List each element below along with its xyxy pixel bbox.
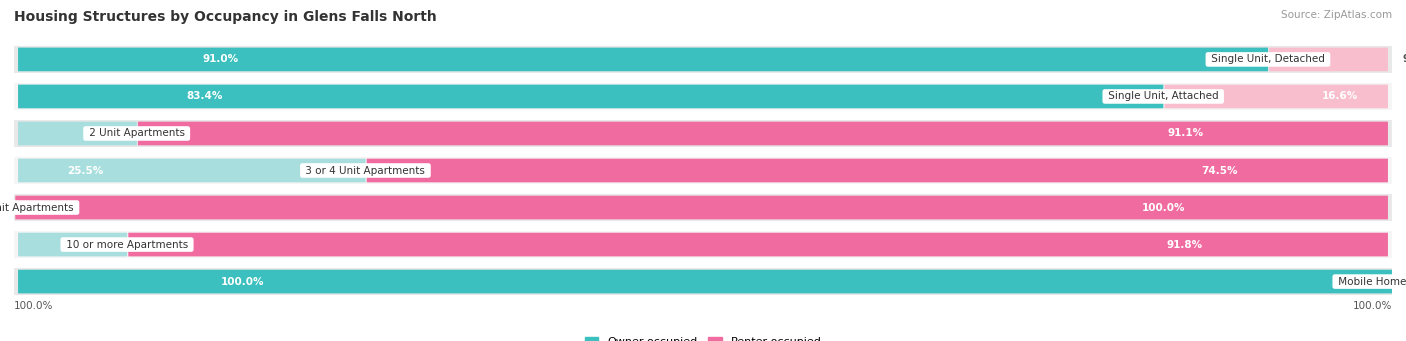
- Text: 8.2%: 8.2%: [87, 239, 117, 250]
- FancyBboxPatch shape: [14, 83, 1392, 110]
- FancyBboxPatch shape: [138, 122, 1388, 145]
- Text: 91.0%: 91.0%: [202, 55, 238, 64]
- FancyBboxPatch shape: [14, 120, 1392, 147]
- Text: 2 Unit Apartments: 2 Unit Apartments: [86, 129, 188, 138]
- FancyBboxPatch shape: [14, 194, 1392, 221]
- FancyBboxPatch shape: [14, 231, 1392, 258]
- FancyBboxPatch shape: [14, 157, 1392, 184]
- Text: 83.4%: 83.4%: [187, 91, 222, 102]
- Text: 8.9%: 8.9%: [97, 129, 125, 138]
- FancyBboxPatch shape: [18, 270, 1392, 293]
- Text: 10 or more Apartments: 10 or more Apartments: [63, 239, 191, 250]
- FancyBboxPatch shape: [14, 268, 1392, 295]
- FancyBboxPatch shape: [367, 159, 1388, 182]
- Text: 3 or 4 Unit Apartments: 3 or 4 Unit Apartments: [302, 165, 429, 176]
- Text: 74.5%: 74.5%: [1202, 165, 1237, 176]
- Text: 91.8%: 91.8%: [1166, 239, 1202, 250]
- FancyBboxPatch shape: [14, 46, 1392, 73]
- Text: 100.0%: 100.0%: [1353, 301, 1392, 311]
- FancyBboxPatch shape: [18, 85, 1163, 108]
- Text: Single Unit, Detached: Single Unit, Detached: [1208, 55, 1329, 64]
- FancyBboxPatch shape: [15, 196, 1388, 219]
- Text: 100.0%: 100.0%: [221, 277, 264, 286]
- Text: 16.6%: 16.6%: [1322, 91, 1358, 102]
- FancyBboxPatch shape: [18, 233, 127, 256]
- Text: 91.1%: 91.1%: [1167, 129, 1204, 138]
- Text: 5 to 9 Unit Apartments: 5 to 9 Unit Apartments: [0, 203, 77, 212]
- Legend: Owner-occupied, Renter-occupied: Owner-occupied, Renter-occupied: [581, 332, 825, 341]
- FancyBboxPatch shape: [18, 122, 136, 145]
- FancyBboxPatch shape: [1270, 48, 1388, 71]
- FancyBboxPatch shape: [128, 233, 1388, 256]
- Text: 100.0%: 100.0%: [14, 301, 53, 311]
- Text: 9.0%: 9.0%: [1403, 55, 1406, 64]
- Text: Single Unit, Attached: Single Unit, Attached: [1105, 91, 1222, 102]
- Text: Source: ZipAtlas.com: Source: ZipAtlas.com: [1281, 10, 1392, 20]
- FancyBboxPatch shape: [18, 48, 1268, 71]
- FancyBboxPatch shape: [18, 159, 366, 182]
- Text: Housing Structures by Occupancy in Glens Falls North: Housing Structures by Occupancy in Glens…: [14, 10, 437, 24]
- Text: 25.5%: 25.5%: [66, 165, 103, 176]
- FancyBboxPatch shape: [1164, 85, 1388, 108]
- Text: Mobile Home / Other: Mobile Home / Other: [1334, 277, 1406, 286]
- Text: 100.0%: 100.0%: [1142, 203, 1185, 212]
